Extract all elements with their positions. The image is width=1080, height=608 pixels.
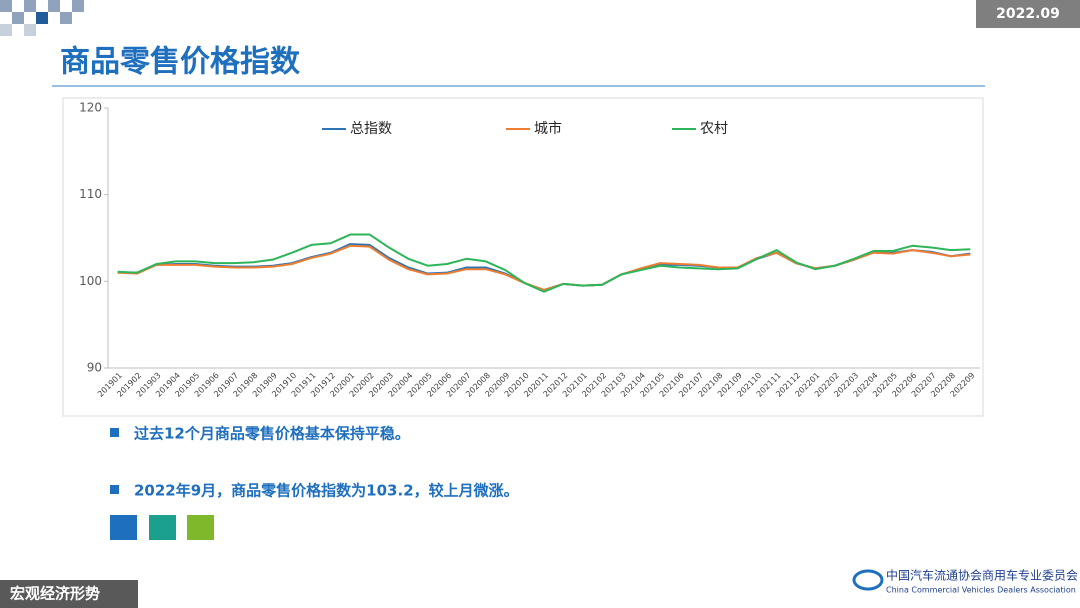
title: 商品零售价格指数: [60, 45, 301, 80]
corner-pattern: [0, 0, 84, 36]
y-tick-label: 110: [79, 187, 102, 201]
legend-label: 城市: [534, 120, 562, 137]
y-tick-label: 90: [87, 361, 102, 375]
chart-frame: [62, 97, 984, 417]
y-tick-label: 100: [79, 274, 102, 288]
section-box: [0, 580, 138, 608]
org-en: China Commercial Vehicles Dealers Associ…: [886, 586, 1076, 595]
y-tick-label: 120: [79, 101, 102, 115]
icon: [149, 515, 176, 540]
legend-label: 总指数: [350, 121, 392, 137]
bullet-text: 2022年9月，商品零售价格指数为103.2，较上月微涨。: [134, 482, 519, 500]
bullet: [110, 485, 119, 494]
date: 2022.09: [996, 6, 1060, 22]
icon: [187, 515, 214, 540]
logo: [852, 569, 884, 591]
series-line: [117, 244, 971, 291]
bullet: [110, 428, 119, 437]
legend-label: 农村: [700, 121, 728, 137]
section: 宏观经济形势: [10, 585, 100, 603]
icon: [110, 515, 137, 540]
org: 中国汽车流通协会商用车专业委员会: [886, 568, 1078, 583]
bullet-text: 过去12个月商品零售价格基本保持平稳。: [134, 425, 410, 443]
date-box: [976, 0, 1080, 28]
series-line: [117, 233, 971, 293]
